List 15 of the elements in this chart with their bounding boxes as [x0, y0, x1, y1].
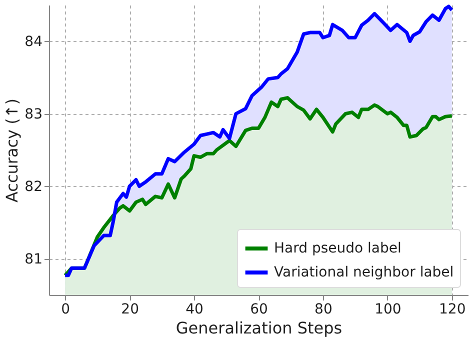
y-tick-label: 81 — [24, 251, 42, 268]
legend-label: Variational neighbor label — [274, 264, 454, 280]
y-tick-label: 84 — [24, 34, 43, 50]
x-tick-label: 80 — [314, 302, 332, 318]
x-tick-label: 120 — [439, 302, 466, 318]
legend-label: Hard pseudo label — [274, 240, 402, 256]
x-tick-label: 20 — [121, 302, 139, 318]
y-axis-title: Accuracy (↑) — [2, 98, 22, 203]
x-tick-label: 100 — [374, 302, 402, 318]
x-tick-label: 40 — [186, 302, 204, 318]
y-tick-label: 83 — [24, 106, 42, 122]
x-tick-label: 60 — [250, 302, 268, 318]
y-tick-label: 82 — [24, 178, 42, 195]
x-tick-label: 0 — [61, 302, 70, 318]
x-axis-title: Generalization Steps — [176, 318, 342, 338]
